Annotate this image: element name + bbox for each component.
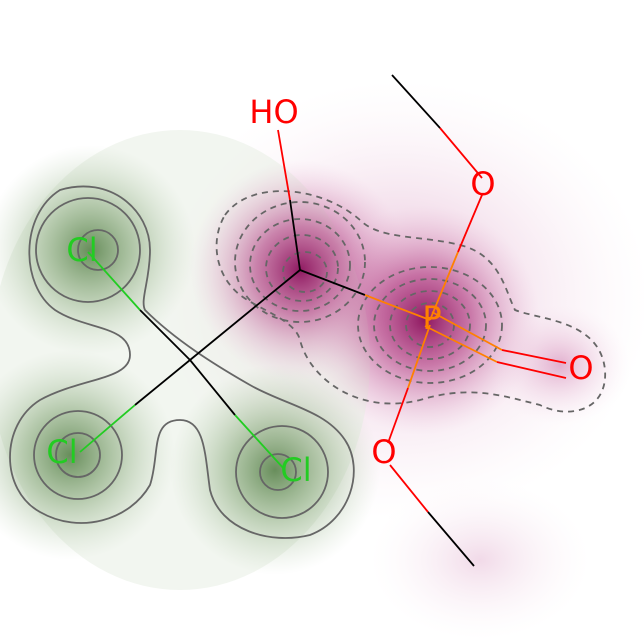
bond-o-top-ch3-red — [439, 127, 483, 179]
atom-cl-lower-left: Cl — [46, 433, 77, 471]
atom-cl-upper-left: Cl — [66, 231, 97, 269]
bond-p-o-double-b-orange — [424, 325, 498, 363]
negative-contours — [215, 190, 606, 413]
bonds — [79, 74, 567, 567]
bond-p-o-bottom-orange — [407, 324, 431, 389]
bond-o-top-ch3-dark — [391, 74, 441, 129]
bond-c-cl-lower-right-green — [234, 414, 286, 471]
bond-c-cl-lower-right-dark — [189, 359, 236, 416]
bond-p-o-double-a-orange — [431, 311, 503, 351]
bond-c-cl-lower-left-green — [79, 404, 136, 453]
atom-oxygen-top: O — [470, 165, 495, 203]
bond-c-oh-dark — [289, 199, 301, 271]
bond-p-o-top-red — [457, 194, 483, 253]
atom-labels: Cl Cl Cl HO P O O O — [46, 93, 593, 489]
atom-oxygen-double: O — [568, 349, 593, 387]
bond-c-oh-red — [277, 129, 291, 201]
bond-c-p-orange — [364, 294, 431, 321]
bond-c-c — [189, 269, 301, 361]
atom-phosphorus: P — [422, 299, 441, 337]
atom-hydroxyl: HO — [249, 93, 298, 131]
bond-p-o-double-b-red — [496, 361, 567, 379]
bond-c-p-dark — [299, 269, 366, 296]
bond-o-bottom-ch3-dark — [427, 511, 475, 567]
atom-oxygen-bottom: O — [371, 433, 396, 471]
bond-o-bottom-ch3-red — [389, 464, 429, 513]
bond-p-o-top-orange — [429, 251, 459, 321]
atom-cl-lower-right: Cl — [280, 451, 311, 489]
bond-c-cl-upper-dark — [139, 309, 191, 361]
bond-p-o-bottom-red — [387, 387, 409, 444]
bond-c-cl-lower-left-dark — [134, 359, 191, 406]
bond-p-o-double-a-red — [501, 349, 567, 364]
positive-contours — [9, 185, 355, 539]
bond-c-cl-upper-green — [87, 251, 141, 311]
